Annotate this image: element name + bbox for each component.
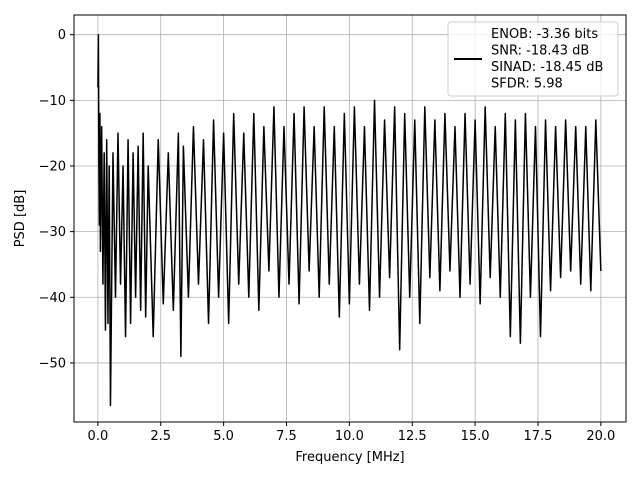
legend-snr: SNR: -18.43 dB: [491, 44, 589, 59]
y-axis-label: PSD [dB]: [13, 190, 28, 248]
axes-frame: [73, 14, 627, 423]
x-tick-label: 0.0: [88, 429, 109, 444]
legend-box: [447, 21, 619, 97]
legend-sinad: SINAD: -18.45 dB: [491, 60, 603, 75]
psd-series-line: [97, 33, 602, 407]
y-tick-label: −30: [39, 225, 66, 240]
x-tick-label: 20.0: [586, 429, 615, 444]
y-tick-label: −40: [39, 291, 66, 306]
y-tick-label: 0: [58, 28, 66, 43]
y-tick-label: −20: [39, 159, 66, 174]
x-tick-label: 17.5: [524, 429, 553, 444]
x-tick-label: 5.0: [213, 429, 234, 444]
legend-sfdr: SFDR: 5.98: [491, 77, 563, 92]
legend-enob: ENOB: -3.36 bits: [491, 27, 598, 42]
y-tick-label: −10: [39, 94, 66, 109]
y-axis-ticks: 0 −10 −20 −30 −40 −50: [39, 28, 74, 371]
legend: ENOB: -3.36 bits SNR: -18.43 dB SINAD: -…: [447, 21, 619, 97]
x-tick-label: 7.5: [276, 429, 297, 444]
y-tick-label: −50: [39, 356, 66, 371]
x-axis-ticks: 0.0 2.5 5.0 7.5 10.0 12.5 15.0 17.5 20.0: [88, 422, 615, 444]
x-tick-label: 12.5: [398, 429, 427, 444]
series-layer: [97, 33, 602, 407]
x-tick-label: 2.5: [150, 429, 171, 444]
x-axis-label: Frequency [MHz]: [295, 450, 404, 465]
x-tick-label: 15.0: [461, 429, 490, 444]
x-tick-label: 10.0: [335, 429, 364, 444]
